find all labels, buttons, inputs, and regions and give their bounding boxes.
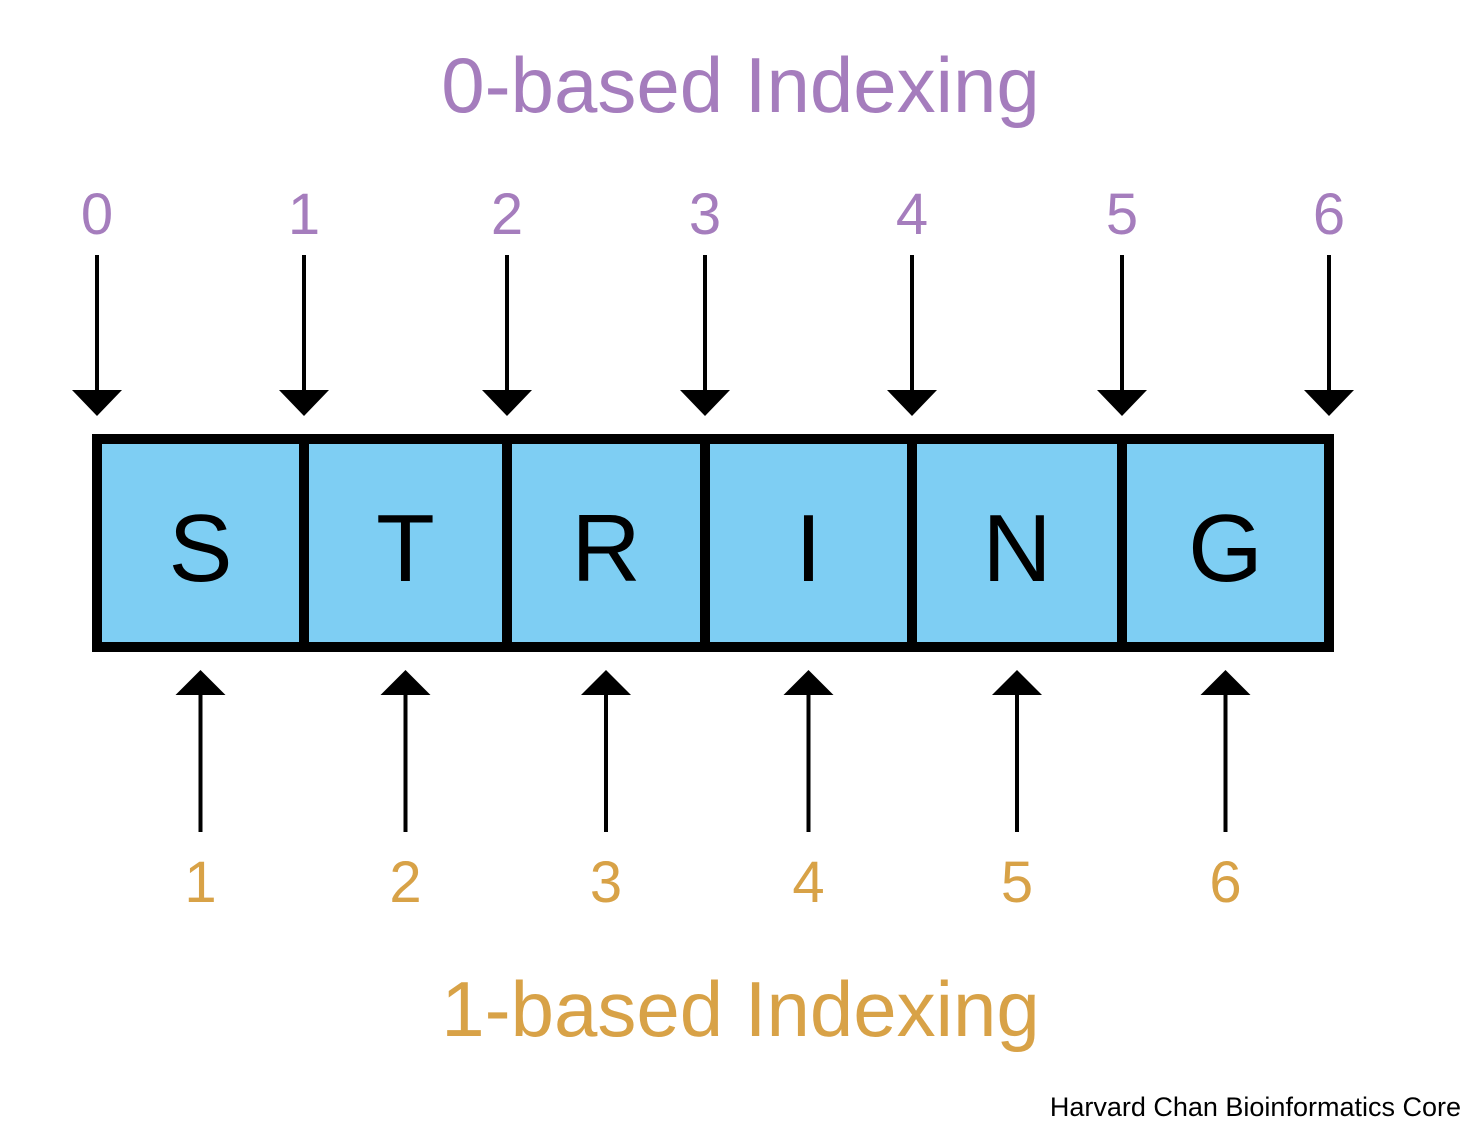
up-arrow-icon <box>1200 670 1251 832</box>
string-cell <box>907 434 1127 652</box>
one-based-index-label: 1 <box>184 850 216 915</box>
down-arrow-icon <box>279 255 329 416</box>
string-char-label: T <box>376 495 435 602</box>
credit-text: Harvard Chan Bioinformatics Core <box>1049 1092 1461 1122</box>
down-arrow-icon <box>482 255 532 416</box>
down-arrow-icon <box>1304 255 1354 416</box>
string-char-label: G <box>1188 495 1263 602</box>
up-arrow-icon <box>783 670 834 832</box>
zero-based-index-label: 6 <box>1313 182 1345 247</box>
up-arrow-icon <box>992 670 1042 832</box>
zero-based-index-label: 3 <box>689 182 721 247</box>
one-based-index-label: 3 <box>590 850 622 915</box>
down-arrow-icon <box>72 255 122 416</box>
one-based-index-label: 6 <box>1209 850 1241 915</box>
up-arrow-icon <box>175 670 226 832</box>
string-cell <box>92 434 309 652</box>
one-based-index-label: 2 <box>389 850 421 915</box>
zero-based-index-label: 4 <box>896 182 928 247</box>
down-arrow-icon <box>680 255 730 416</box>
string-char-label: N <box>982 495 1051 602</box>
zero-based-index-label: 1 <box>288 182 320 247</box>
one-based-title: 1-based Indexing <box>441 965 1040 1053</box>
string-cell <box>1117 434 1334 652</box>
up-arrow-icon <box>581 670 631 832</box>
string-cell <box>700 434 917 652</box>
down-arrow-icon <box>887 255 937 416</box>
string-char-label: I <box>795 495 822 602</box>
one-based-index-label: 4 <box>792 850 824 915</box>
one-based-index-label: 5 <box>1001 850 1033 915</box>
string-char-label: R <box>571 495 640 602</box>
zero-based-index-label: 5 <box>1106 182 1138 247</box>
down-arrow-icon <box>1097 255 1147 416</box>
zero-based-index-label: 2 <box>491 182 523 247</box>
up-arrow-icon <box>380 670 431 832</box>
zero-based-title: 0-based Indexing <box>441 41 1040 129</box>
string-char-label: S <box>168 495 232 602</box>
string-cell <box>299 434 512 652</box>
zero-based-index-label: 0 <box>81 182 113 247</box>
